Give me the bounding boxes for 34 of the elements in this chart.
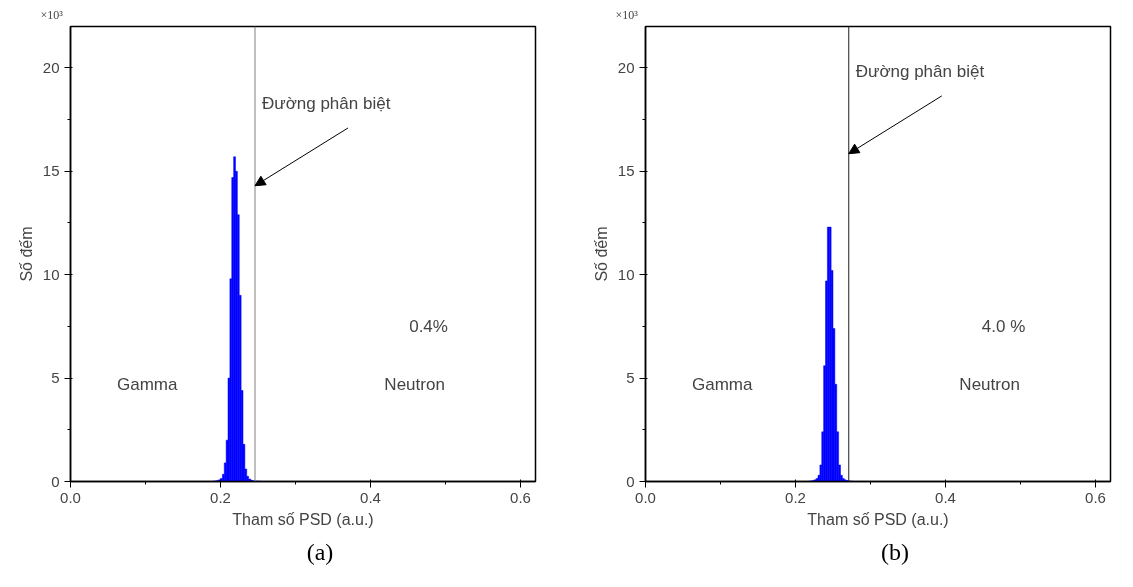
text: (a) [306,538,334,567]
y-axis-title: Số đếm [17,226,35,282]
y-tick-label: 0 [51,472,60,490]
x-tick-label: 0.2 [210,488,231,506]
x-axis-title: Tham số PSD (a.u.) [232,510,374,528]
x-axis-title: Tham số PSD (a.u.) [807,510,949,528]
text: ×10³ [615,7,639,22]
y-tick-label: 15 [617,162,635,180]
y-tick-label: 15 [42,162,60,180]
annotation: 0.4% [409,316,448,336]
y-tick-label: 20 [617,58,635,76]
annotation: Gamma [692,374,753,394]
x-tick-label: 0.2 [785,488,806,506]
annotation: Neutron [384,374,445,394]
y-tick-label: 5 [626,369,635,387]
y-tick-label: 10 [42,265,60,283]
x-tick-label: 0.4 [935,488,956,506]
y-axis-title: Số đếm [592,226,610,282]
y-tick-label: 0 [626,472,635,490]
annotation: Neutron [959,374,1020,394]
y-tick-label: 10 [617,265,635,283]
text: (b) [881,538,909,567]
y-tick-label: 20 [42,58,60,76]
annotation: Đường phân biệt [261,94,391,114]
y-tick-label: 5 [51,369,60,387]
annotation: Đường phân biệt [855,62,985,82]
x-tick-label: 0.6 [1085,488,1106,506]
x-tick-label: 0.0 [60,488,81,506]
annotation: Gamma [117,374,178,394]
text: ×10³ [40,7,64,22]
x-tick-label: 0.4 [360,488,381,506]
annotation: 4.0 % [981,316,1026,336]
x-tick-label: 0.0 [635,488,656,506]
x-tick-label: 0.6 [510,488,531,506]
